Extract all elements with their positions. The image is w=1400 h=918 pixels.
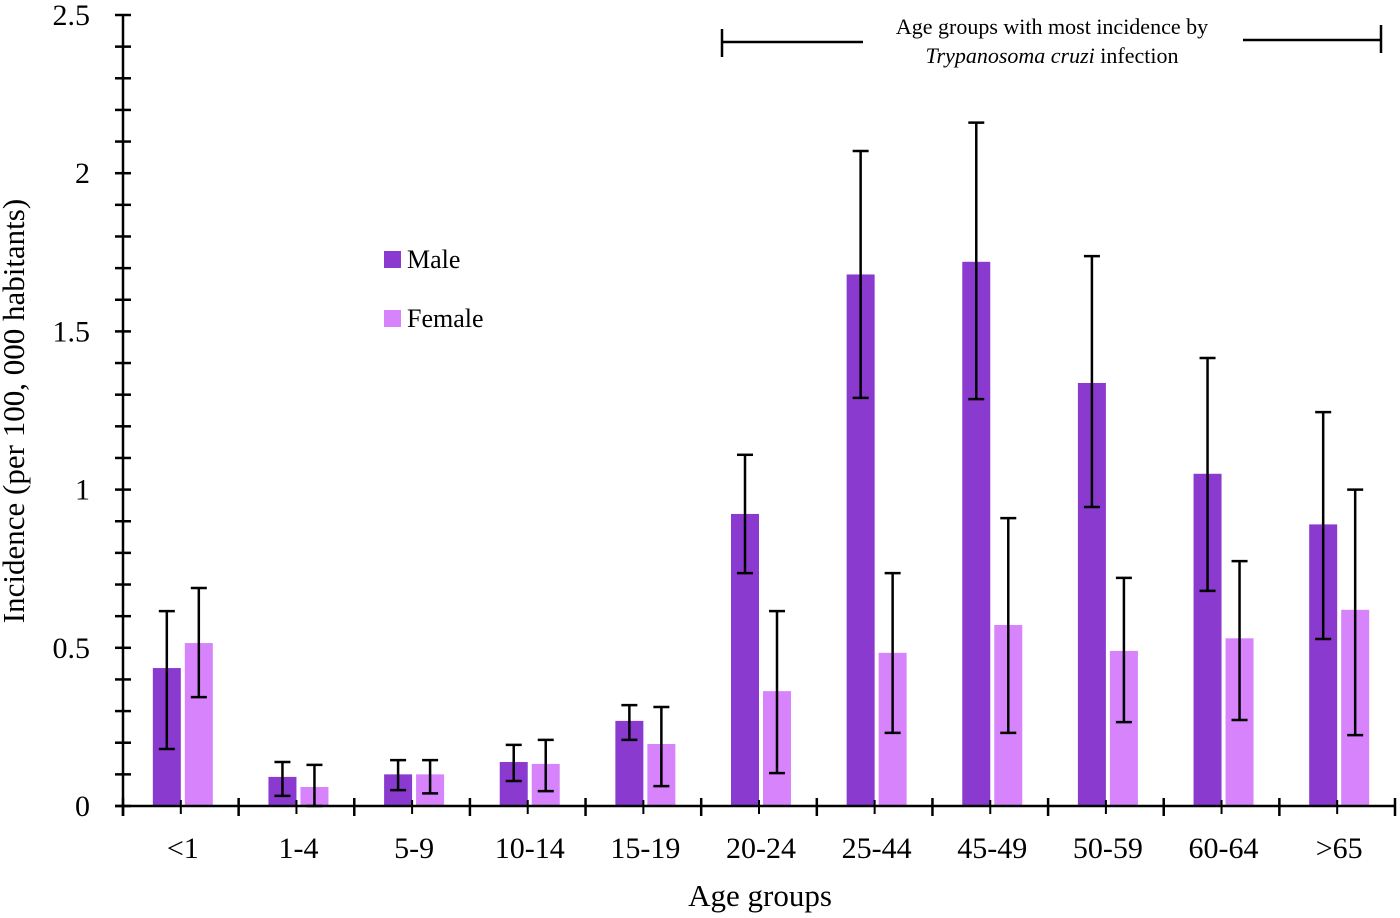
legend-label-male: Male xyxy=(407,245,460,274)
x-tick-label: 20-24 xyxy=(726,832,796,865)
legend: Male Female xyxy=(384,245,484,333)
y-tick-label: 0.5 xyxy=(53,632,91,665)
legend-label-female: Female xyxy=(407,304,484,333)
axes-layer xyxy=(115,15,1395,816)
x-tick-label: 45-49 xyxy=(957,832,1027,865)
y-tick-label: 0 xyxy=(75,790,90,823)
annotation-bracket: Age groups with most incidence by Trypan… xyxy=(720,14,1383,68)
x-tick-label: 60-64 xyxy=(1189,832,1259,865)
legend-swatch-female xyxy=(384,310,401,327)
annotation-line-2: Trypanosoma cruzi infection xyxy=(926,43,1179,68)
annotation-line-1: Age groups with most incidence by xyxy=(896,14,1208,39)
x-tick-label: 50-59 xyxy=(1073,832,1143,865)
x-ticks: <1 1-4 5-9 10-14 15-19 20-24 25-44 45-49 50-59 60… xyxy=(121,798,1397,865)
y-tick-label: 1.5 xyxy=(53,315,91,348)
y-tick-label: 2 xyxy=(75,157,90,190)
x-tick-label: 10-14 xyxy=(495,832,565,865)
x-tick-label: 15-19 xyxy=(610,832,680,865)
x-tick-label: 5-9 xyxy=(394,832,434,865)
x-tick-label: <1 xyxy=(167,832,199,865)
y-tick-label: 2.5 xyxy=(53,0,91,32)
x-tick-label: 25-44 xyxy=(842,832,912,865)
x-tick-label: 1-4 xyxy=(278,832,318,865)
bars-layer xyxy=(152,261,1370,806)
y-axis-title: Incidence (per 100, 000 habitants) xyxy=(0,199,31,623)
legend-swatch-male xyxy=(384,251,401,268)
error-bars-layer xyxy=(158,121,1364,808)
x-tick-label: >65 xyxy=(1316,832,1363,865)
y-ticks: 0 0.5 1 1.5 2 2.5 xyxy=(53,0,131,823)
y-tick-label: 1 xyxy=(75,474,90,507)
annotation-infection: infection xyxy=(1095,43,1179,68)
x-axis-title: Age groups xyxy=(688,878,832,913)
annotation-species: Trypanosoma cruzi xyxy=(926,43,1095,68)
